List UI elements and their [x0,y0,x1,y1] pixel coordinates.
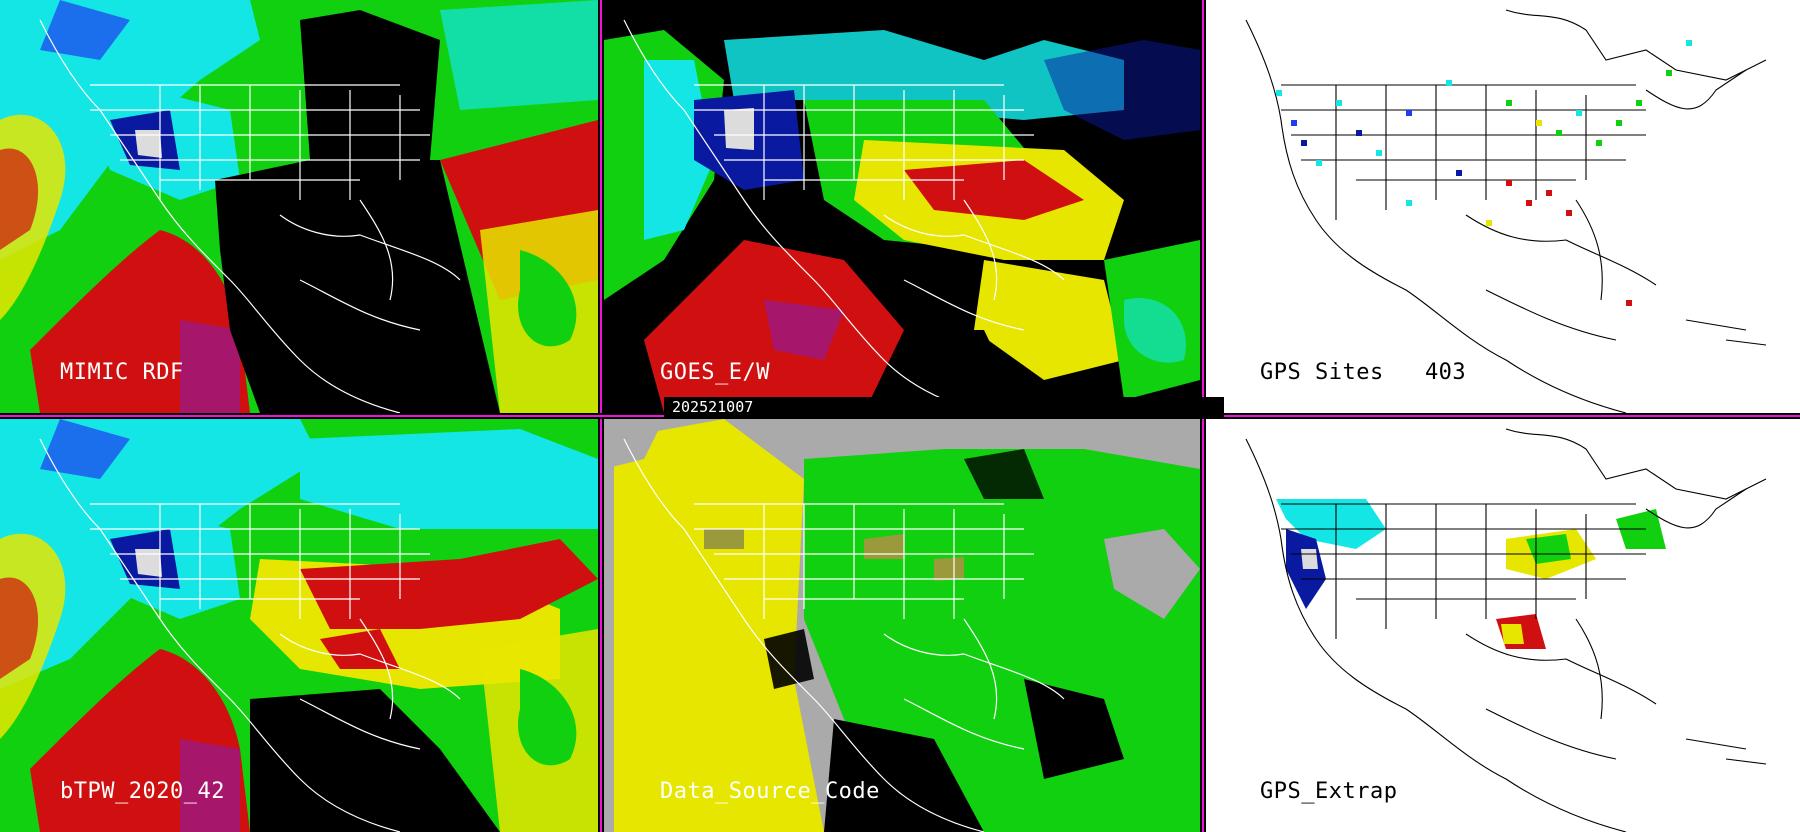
panel-gps-extrap: GPS_Extrap [1206,419,1800,832]
gps-site-markers [1276,40,1692,306]
panel-btpw: bTPW_2020_42 [0,419,598,832]
timestamp-bar: 202521007 [664,397,1224,417]
panel-label-data-source-code: Data_Source_Code [660,779,880,804]
panel-goes-ew: GOES_E/W [604,0,1200,413]
mimic-rdf-map [0,0,598,413]
panel-mimic-rdf: MIMIC RDF [0,0,598,413]
btpw-map [0,419,598,832]
panel-label-goes-ew: GOES_E/W [660,360,770,385]
goes-ew-map [604,0,1200,413]
gps-extrap-map [1206,419,1800,832]
panel-data-source-code: Data_Source_Code [604,419,1200,832]
panel-label-mimic-rdf: MIMIC RDF [60,360,184,385]
timestamp-text: 202521007 [672,398,754,416]
panel-label-gps-extrap: GPS_Extrap [1260,779,1398,804]
panel-label-gps-sites: GPS Sites 403 [1260,360,1467,385]
gps-sites-map [1206,0,1800,413]
data-source-code-map [604,419,1200,832]
panel-gps-sites: GPS Sites 403 [1206,0,1800,413]
panel-label-btpw: bTPW_2020_42 [60,779,225,804]
